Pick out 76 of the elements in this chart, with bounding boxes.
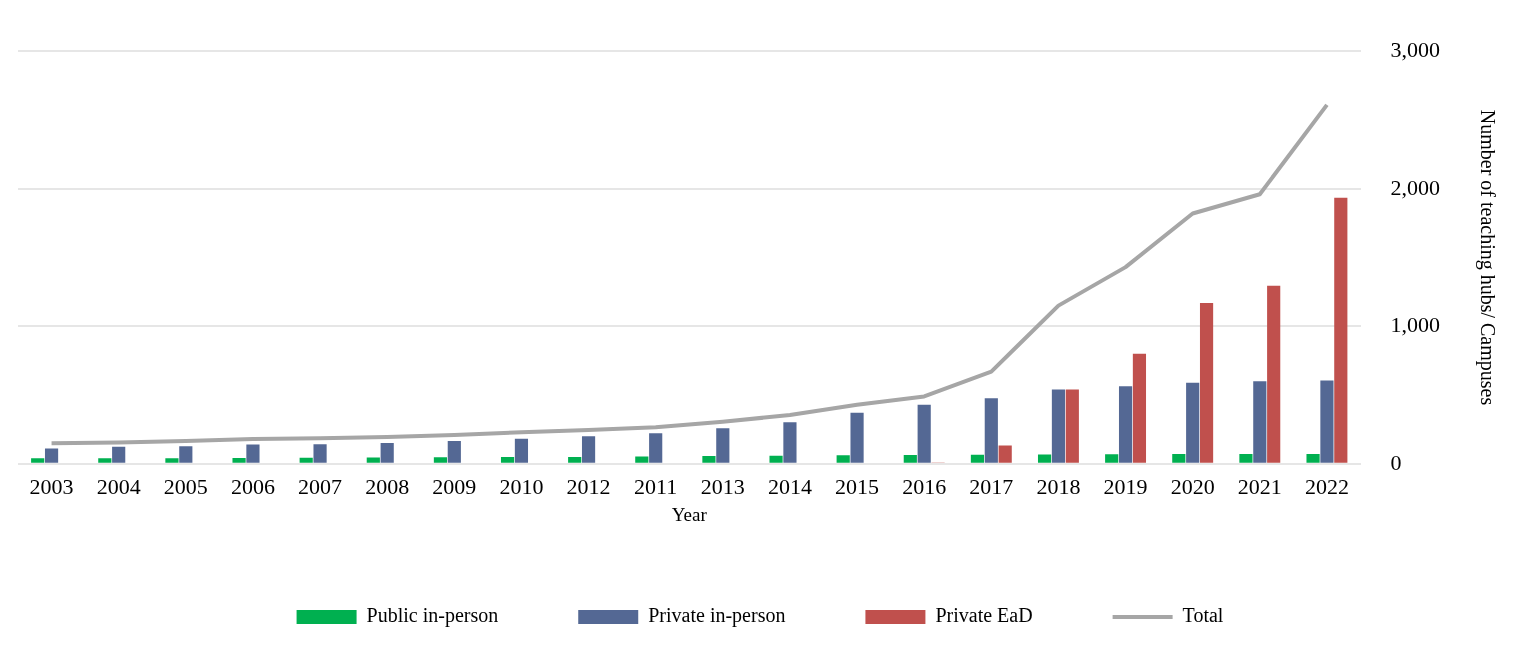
x-tick-label: 2005 (163, 473, 208, 499)
bar (299, 457, 313, 463)
bar (984, 398, 998, 463)
x-tick-label: 2011 (634, 473, 678, 499)
legend-label: Private EaD (935, 604, 1033, 627)
bar (1065, 389, 1079, 463)
bar (903, 455, 917, 463)
bar (165, 458, 179, 463)
bar (366, 457, 380, 463)
x-tick-label: 2018 (1036, 473, 1081, 499)
bar (836, 455, 850, 463)
y-tick-label: 3,000 (1390, 36, 1440, 62)
y-tick-label: 0 (1390, 449, 1402, 475)
bar (98, 458, 112, 463)
bar (998, 445, 1012, 463)
x-tick-label: 2021 (1237, 473, 1282, 499)
x-tick-label: 2003 (29, 473, 74, 499)
bar (970, 454, 985, 463)
x-tick-label: 2009 (432, 473, 477, 499)
bar (1186, 382, 1200, 463)
bar (649, 433, 663, 463)
bar (246, 444, 260, 463)
bar (1267, 285, 1281, 463)
y-axis-title: Number of teaching hubs/ Campuses (1475, 109, 1499, 406)
bar (179, 446, 193, 463)
bar (232, 458, 246, 463)
bar (1320, 380, 1334, 463)
bar (447, 441, 461, 463)
x-tick-label: 2022 (1304, 473, 1349, 499)
bar (112, 446, 126, 463)
bar (313, 444, 327, 463)
bar (1253, 381, 1267, 463)
bar (783, 422, 797, 463)
bar (1051, 389, 1066, 463)
bar (850, 412, 864, 463)
bar (702, 456, 716, 463)
x-tick-label: 2007 (298, 473, 343, 499)
bar (568, 456, 582, 463)
bar (1172, 453, 1186, 463)
bar (1118, 386, 1133, 463)
bar (1037, 454, 1052, 463)
x-tick-label: 2012 (566, 473, 611, 499)
legend-label: Public in-person (366, 604, 499, 628)
y-tick-label: 2,000 (1390, 174, 1440, 200)
bar (433, 457, 448, 463)
x-tick-label: 2014 (767, 473, 812, 499)
bar (769, 455, 783, 463)
x-tick-label: 2016 (902, 473, 947, 499)
x-tick-label: 2004 (96, 473, 141, 499)
bar (1132, 353, 1147, 463)
bar (635, 456, 649, 463)
bar (917, 404, 931, 463)
x-tick-label: 2010 (499, 473, 544, 499)
bar (31, 458, 45, 463)
bar (514, 438, 529, 463)
x-tick-label: 2006 (230, 473, 275, 499)
x-axis-title: Year (671, 503, 708, 525)
bar (500, 456, 515, 463)
bar (1239, 453, 1253, 463)
x-tick-label: 2013 (700, 473, 745, 499)
y-tick-label: 1,000 (1390, 312, 1440, 338)
x-tick-label: 2008 (365, 473, 410, 499)
bar (380, 442, 394, 463)
bar (1306, 453, 1320, 463)
bar (581, 436, 596, 463)
x-tick-label: 2019 (1103, 473, 1148, 499)
x-tick-label: 2017 (969, 473, 1014, 499)
bar (716, 428, 730, 463)
legend-label: Total (1182, 604, 1224, 627)
bar (1105, 454, 1119, 463)
x-tick-label: 2015 (835, 473, 880, 499)
bar (44, 448, 59, 463)
bar (1334, 197, 1348, 463)
legend-label: Private in-person (648, 604, 786, 628)
bar (1199, 302, 1214, 463)
x-tick-label: 2020 (1170, 473, 1215, 499)
